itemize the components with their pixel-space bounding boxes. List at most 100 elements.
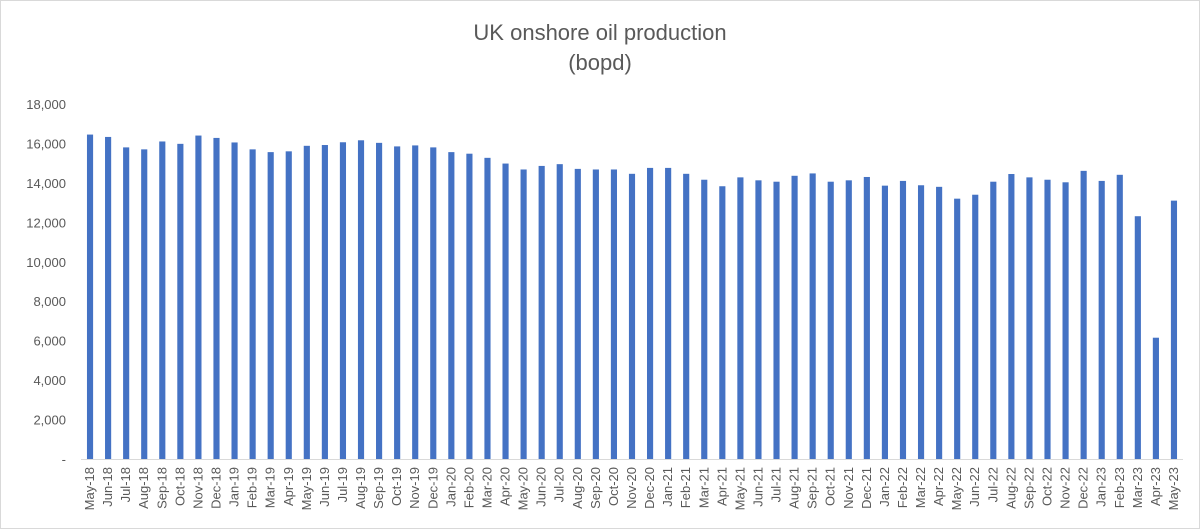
bar (1026, 177, 1033, 459)
bar (538, 165, 545, 459)
x-tick-label: Apr-19 (281, 467, 296, 506)
bar (1152, 337, 1159, 459)
x-tick-label: Jun-19 (317, 467, 332, 507)
x-tick-label: Nov-21 (841, 467, 856, 509)
x-tick-label: Feb-23 (1112, 467, 1127, 508)
x-tick-label: Jul-21 (769, 467, 784, 502)
x-tick-label: Oct-20 (606, 467, 621, 506)
y-tick-label: 14,000 (26, 176, 66, 191)
x-tick-label: Dec-19 (425, 467, 440, 509)
y-tick-label: - (62, 452, 66, 467)
bar (285, 151, 292, 460)
bar (881, 185, 888, 459)
bar (917, 185, 925, 459)
bar (845, 180, 852, 459)
bar (412, 145, 419, 459)
y-tick-label: 8,000 (33, 294, 66, 309)
x-tick-label: Feb-19 (245, 467, 260, 508)
x-tick-label: Jan-20 (443, 467, 458, 507)
x-tick-label: Nov-18 (190, 467, 205, 509)
bar (1062, 182, 1069, 459)
bar (267, 152, 274, 459)
bar (394, 146, 401, 459)
y-tick-label: 2,000 (33, 413, 66, 428)
bar (520, 169, 527, 459)
bar (1008, 174, 1015, 459)
x-tick-label: Oct-18 (172, 467, 187, 506)
bar (827, 181, 834, 459)
bar (1134, 216, 1141, 459)
bar (357, 140, 365, 460)
x-tick-label: Jul-19 (335, 467, 350, 502)
bar (123, 147, 130, 459)
x-tick-label: May-22 (949, 467, 964, 510)
bar (574, 168, 581, 459)
x-tick-label: Jun-22 (967, 467, 982, 507)
x-tick-label: Mar-21 (696, 467, 711, 508)
bar (701, 179, 708, 459)
x-tick-label: Nov-22 (1058, 467, 1073, 509)
x-tick-label: Feb-22 (895, 467, 910, 508)
x-tick-label: Sep-20 (588, 467, 603, 509)
x-tick-label: Sep-22 (1021, 467, 1036, 509)
x-tick-label: Jan-21 (660, 467, 675, 507)
bar (665, 167, 672, 459)
x-tick-label: Oct-19 (389, 467, 404, 506)
x-tick-label: Sep-18 (154, 467, 169, 509)
bar (177, 143, 184, 460)
x-tick-label: Jul-18 (118, 467, 133, 502)
bar (755, 180, 762, 459)
x-tick-label: May-19 (299, 467, 314, 510)
bar (646, 167, 654, 459)
x-tick-label: Aug-18 (136, 467, 151, 509)
x-tick-label: Nov-19 (407, 467, 422, 509)
x-tick-label: Aug-22 (1003, 467, 1018, 509)
bar (592, 169, 599, 459)
bar (628, 173, 636, 460)
bar (1170, 200, 1178, 459)
bar (936, 186, 943, 460)
x-tick-label: Jan-22 (877, 467, 892, 507)
x-tick-label: Jan-23 (1094, 467, 1109, 507)
x-tick-label: Apr-21 (714, 467, 729, 506)
bar (1116, 174, 1123, 459)
x-tick-label: Sep-19 (371, 467, 386, 509)
bar (376, 142, 383, 459)
bar (249, 149, 256, 459)
x-tick-label: Aug-19 (353, 467, 368, 509)
bar (502, 163, 509, 460)
bar (303, 145, 310, 460)
x-tick-label: Jun-21 (750, 467, 765, 507)
x-tick-label: Feb-21 (678, 467, 693, 508)
y-tick-label: 6,000 (33, 334, 66, 349)
bar (990, 181, 997, 459)
x-tick-label: Oct-22 (1040, 467, 1055, 506)
x-tick-label: Dec-22 (1076, 467, 1091, 509)
bar (141, 149, 148, 459)
x-tick-label: Mar-19 (263, 467, 278, 508)
x-tick-label: Mar-23 (1130, 467, 1145, 508)
x-tick-label: Dec-21 (859, 467, 874, 509)
x-tick-label: Oct-21 (823, 467, 838, 506)
x-tick-label: Dec-20 (642, 467, 657, 509)
x-tick-label: Dec-18 (208, 467, 223, 509)
x-tick-label: Mar-22 (913, 467, 928, 508)
x-tick-label: Aug-21 (787, 467, 802, 509)
y-tick-label: 12,000 (26, 215, 66, 230)
bar (159, 141, 166, 459)
chart-title-block: UK onshore oil production (bopd) (0, 18, 1200, 78)
bar (863, 176, 870, 459)
bar (556, 164, 563, 459)
bar (448, 152, 455, 459)
x-tick-label: Jan-19 (227, 467, 242, 507)
bar (791, 175, 798, 460)
x-tick-label: Apr-22 (931, 467, 946, 506)
bar (954, 198, 961, 459)
bar (719, 186, 726, 459)
bar (430, 147, 437, 459)
bar (773, 181, 780, 459)
x-tick-label: May-20 (516, 467, 531, 510)
x-tick-label: May-23 (1166, 467, 1181, 510)
x-tick-label: Feb-20 (461, 467, 476, 508)
bar (1098, 180, 1105, 459)
